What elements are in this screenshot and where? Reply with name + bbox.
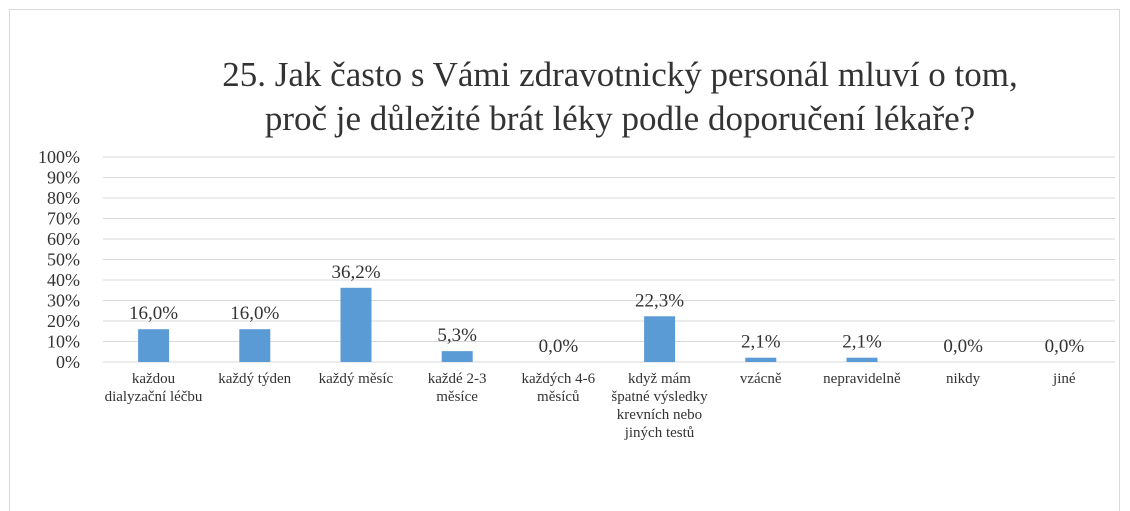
chart-title: 25. Jak často s Vámi zdravotnický person… — [222, 55, 1017, 94]
data-label: 0,0% — [1045, 336, 1085, 357]
data-label: 2,1% — [842, 332, 882, 353]
x-tick-label: každé 2-3 měsíce — [427, 371, 487, 405]
bar — [340, 287, 372, 362]
x-tick-label: jiné — [1053, 371, 1076, 387]
data-label: 36,2% — [331, 262, 380, 283]
x-tick-label: každou dialyzační léčbu — [104, 371, 203, 405]
y-tick-label: 10% — [47, 332, 80, 352]
x-tick-label: nepravidelně — [823, 371, 901, 387]
bar — [239, 329, 271, 362]
y-tick-label: 30% — [47, 291, 80, 311]
x-tick-label: každých 4-6 měsíců — [521, 371, 596, 405]
data-label: 0,0% — [539, 336, 579, 357]
data-label: 5,3% — [437, 325, 477, 346]
y-tick-label: 100% — [38, 147, 80, 167]
data-label: 0,0% — [943, 336, 983, 357]
x-tick-label: když mám špatné výsledky krevních nebo j… — [611, 371, 708, 441]
x-tick-label: každý měsíc — [318, 371, 394, 387]
y-tick-label: 80% — [47, 188, 80, 208]
data-label: 16,0% — [230, 303, 279, 324]
bar — [644, 316, 676, 362]
y-tick-label: 50% — [47, 250, 80, 270]
x-tick-label: vzácně — [739, 371, 782, 387]
data-label: 16,0% — [129, 303, 178, 324]
bar — [846, 357, 878, 362]
x-tick-label: nikdy — [946, 371, 981, 387]
bar — [745, 357, 777, 362]
bar — [441, 351, 473, 362]
chart-frame — [9, 9, 1120, 511]
y-tick-label: 60% — [47, 229, 80, 249]
bar — [138, 329, 170, 362]
y-tick-label: 20% — [47, 311, 80, 331]
data-label: 22,3% — [635, 290, 684, 311]
y-tick-label: 70% — [47, 209, 80, 229]
chart-title: proč je důležité brát léky podle doporuč… — [265, 99, 975, 138]
y-tick-label: 40% — [47, 270, 80, 290]
y-tick-label: 90% — [47, 168, 80, 188]
x-tick-label: každý týden — [218, 371, 292, 387]
data-label: 2,1% — [741, 332, 781, 353]
y-tick-label: 0% — [56, 352, 80, 372]
